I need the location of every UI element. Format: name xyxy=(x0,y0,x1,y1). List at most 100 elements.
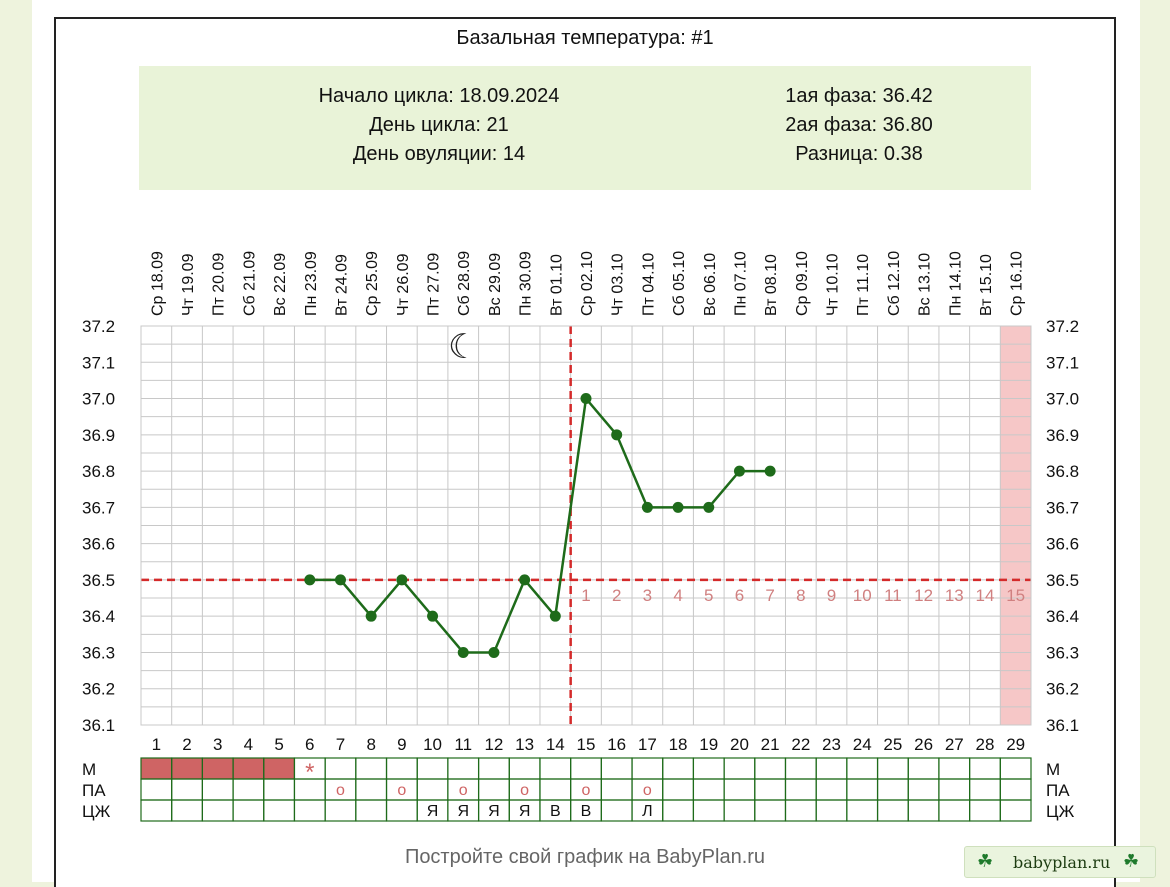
y-tick-label-left: 36.6 xyxy=(82,535,115,554)
date-header-label: Вт 08.10 xyxy=(763,254,780,316)
date-header-label: Пт 27.09 xyxy=(426,253,443,316)
y-tick-label-right: 37.0 xyxy=(1046,390,1079,409)
footer-link[interactable]: Постройте свой график на BabyPlan.ru xyxy=(404,846,766,868)
row-mark: В xyxy=(581,803,592,820)
ovulation-day: День овуляции: 14 xyxy=(352,143,526,165)
temperature-point xyxy=(641,501,653,513)
date-header-label: Сб 05.10 xyxy=(671,251,688,316)
row-cell xyxy=(969,799,1001,822)
y-tick-label-left: 36.4 xyxy=(82,607,115,626)
day-number-label: 4 xyxy=(244,735,253,754)
row-cell xyxy=(477,778,510,801)
row-cell xyxy=(416,778,449,801)
menses-cell xyxy=(263,758,295,779)
row-label-right: ЦЖ xyxy=(1046,802,1075,821)
day-number-label: 28 xyxy=(976,735,995,754)
day-number-label: 26 xyxy=(914,735,933,754)
babyplan-badge[interactable]: ☘ babyplan.ru ☘ xyxy=(964,846,1156,878)
day-number-label: 24 xyxy=(853,735,872,754)
menses-cell xyxy=(202,758,234,779)
day-number-label: 7 xyxy=(336,735,345,754)
row-mark: Я xyxy=(457,803,469,820)
row-cell xyxy=(754,799,787,822)
date-header-label: Пт 20.09 xyxy=(211,253,228,316)
row-cell xyxy=(140,799,173,822)
date-header-label: Чт 19.09 xyxy=(180,253,197,316)
row-cell xyxy=(784,757,817,780)
day-number-label: 17 xyxy=(638,735,657,754)
row-cell xyxy=(355,799,388,822)
y-tick-label-right: 36.7 xyxy=(1046,498,1079,517)
temperature-point xyxy=(703,501,715,513)
clover-icon: ☘ xyxy=(977,851,994,872)
day-number-label: 8 xyxy=(366,735,375,754)
row-cell xyxy=(171,778,203,801)
row-cell xyxy=(324,757,357,780)
post-ovulation-day-label: 2 xyxy=(612,586,621,605)
date-header-label: Вс 29.09 xyxy=(487,253,504,316)
chart-title: Базальная температура: #1 xyxy=(456,27,714,49)
row-cell xyxy=(969,778,1001,801)
cycle-start: Начало цикла: 18.09.2024 xyxy=(318,85,560,107)
day-number-label: 25 xyxy=(883,735,902,754)
row-label-left: М xyxy=(82,760,96,779)
day-number-label: 2 xyxy=(182,735,191,754)
day-number-label: 1 xyxy=(152,735,161,754)
day-number-label: 23 xyxy=(822,735,841,754)
row-cell xyxy=(999,757,1032,780)
post-ovulation-day-label: 9 xyxy=(827,586,836,605)
date-header-label: Пт 04.10 xyxy=(640,253,657,316)
date-header-label: Чт 26.09 xyxy=(395,253,412,316)
date-header-label: Вт 01.10 xyxy=(548,254,565,316)
y-tick-label-left: 36.3 xyxy=(82,643,115,662)
row-mark: Л xyxy=(642,803,653,820)
y-tick-label-left: 36.9 xyxy=(82,426,115,445)
post-ovulation-day-label: 10 xyxy=(853,586,872,605)
row-cell xyxy=(662,799,695,822)
day-number-label: 9 xyxy=(397,735,406,754)
y-tick-label-left: 36.5 xyxy=(82,571,115,590)
temperature-point xyxy=(549,610,561,622)
row-cell xyxy=(784,778,817,801)
plot-border xyxy=(140,325,1032,726)
row-cell xyxy=(754,778,787,801)
row-mark: o xyxy=(459,782,468,799)
y-tick-label-left: 36.1 xyxy=(82,716,115,735)
row-cell xyxy=(662,778,695,801)
day-number-label: 12 xyxy=(484,735,503,754)
row-mark: o xyxy=(520,782,529,799)
day-number-label: 3 xyxy=(213,735,222,754)
row-cell xyxy=(508,757,541,780)
temp-difference: Разница: 0.38 xyxy=(795,143,923,165)
day-number-label: 29 xyxy=(1006,735,1025,754)
date-header-label: Пн 14.10 xyxy=(947,251,964,316)
post-ovulation-day-label: 7 xyxy=(765,586,774,605)
row-cell xyxy=(846,778,879,801)
row-cell xyxy=(723,799,756,822)
row-cell xyxy=(692,757,725,780)
post-ovulation-day-label: 15 xyxy=(1006,586,1025,605)
y-tick-label-left: 36.7 xyxy=(82,498,115,517)
day-number-label: 27 xyxy=(945,735,964,754)
temperature-point xyxy=(519,574,531,586)
day-number-label: 13 xyxy=(515,735,534,754)
row-cell xyxy=(999,778,1032,801)
date-header-label: Вт 15.10 xyxy=(978,254,995,316)
row-mark: В xyxy=(550,803,561,820)
y-tick-label-right: 36.2 xyxy=(1046,680,1079,699)
row-label-right: М xyxy=(1046,760,1060,779)
y-tick-label-right: 36.8 xyxy=(1046,462,1079,481)
phase1-temp: 1ая фаза: 36.42 xyxy=(785,85,933,107)
row-cell xyxy=(600,778,633,801)
clover-icon: ☘ xyxy=(1123,851,1140,872)
y-tick-label-right: 36.9 xyxy=(1046,426,1079,445)
date-header-label: Пн 07.10 xyxy=(732,251,749,316)
day-number-label: 10 xyxy=(423,735,442,754)
row-cell xyxy=(447,757,480,780)
date-header-label: Чт 03.10 xyxy=(610,253,627,316)
row-cell xyxy=(201,799,234,822)
row-cell xyxy=(539,778,572,801)
row-cell xyxy=(477,757,510,780)
row-cell xyxy=(539,757,572,780)
